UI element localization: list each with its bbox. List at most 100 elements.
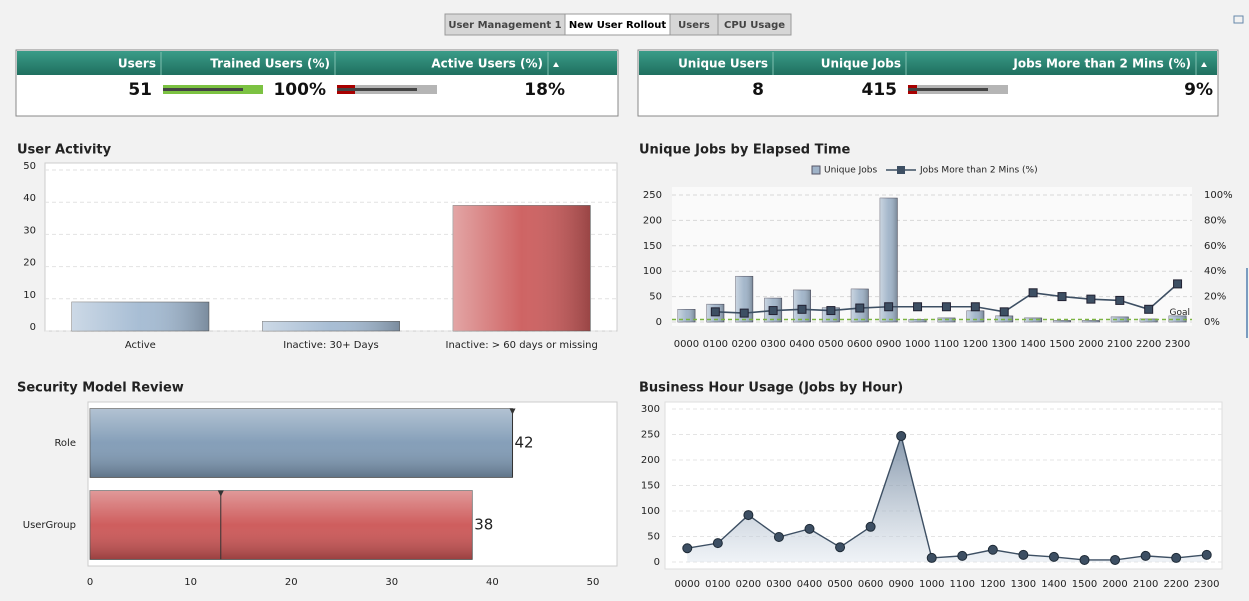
line-marker (1028, 288, 1038, 298)
y-tick-label: 100 (641, 506, 660, 517)
line-marker (896, 431, 907, 442)
x-tick-label: 1300 (1011, 579, 1036, 590)
line-marker (970, 302, 980, 312)
target-marker (217, 490, 224, 497)
bar-shine (262, 321, 400, 331)
y-tick-label: 100 (643, 266, 662, 277)
y-tick-label: 250 (641, 430, 660, 441)
x-tick-label: 0500 (827, 579, 852, 590)
line-marker (710, 307, 720, 317)
chart-title: User Activity (17, 143, 112, 158)
sort-icon[interactable] (1201, 62, 1207, 67)
x-tick-label: 0500 (818, 339, 843, 350)
bar-shine (90, 408, 513, 478)
y-tick-label: 50 (649, 292, 662, 303)
x-tick-label: 1400 (1020, 339, 1045, 350)
y-tick-label: 0 (30, 322, 36, 333)
chart-title: Business Hour Usage (Jobs by Hour) (639, 381, 903, 396)
line-marker (1171, 552, 1182, 563)
x-tick-label: 2100 (1107, 339, 1132, 350)
bar-shine (1111, 316, 1129, 322)
x-tick-label: 0400 (789, 339, 814, 350)
y-tick-label: 0 (654, 557, 660, 568)
line-marker (835, 542, 846, 553)
x-tick-label: 0200 (731, 339, 756, 350)
legend-label: Unique Jobs (824, 166, 877, 176)
line-marker (682, 543, 693, 554)
kpi-header-label: Active Users (%) (431, 57, 543, 71)
tab[interactable] (717, 13, 792, 36)
kpi-header-label: Trained Users (%) (210, 57, 330, 71)
kpi-header (639, 51, 1217, 75)
line-marker (1173, 279, 1183, 289)
sort-icon[interactable] (553, 62, 559, 67)
line-marker (1140, 550, 1151, 561)
x-tick-label: 1200 (963, 339, 988, 350)
y-tick-label: 150 (641, 481, 660, 492)
bar-shine (908, 319, 927, 322)
x-tick-label: 1000 (905, 339, 930, 350)
y2-tick-label: 40% (1204, 266, 1226, 277)
tab-label[interactable]: Users (678, 20, 710, 31)
y-tick-label: 300 (641, 404, 660, 415)
kpi-value: 100% (273, 80, 326, 100)
tab-label[interactable]: New User Rollout (569, 20, 667, 31)
kpi-value: 51 (128, 80, 152, 100)
area (687, 436, 1207, 562)
line-marker (913, 302, 923, 312)
x-tick-label: 2100 (1133, 579, 1158, 590)
data-label: 38 (474, 516, 493, 534)
x-tick-label: 2300 (1165, 339, 1190, 350)
x-tick-label: 20 (285, 577, 298, 588)
line-marker (884, 302, 894, 312)
x-tick-label: 0600 (858, 579, 883, 590)
line-marker (1086, 294, 1096, 304)
kpi-header-label: Unique Jobs (821, 57, 901, 71)
bar-shine (71, 302, 209, 331)
y-tick-label: 200 (643, 215, 662, 226)
line-marker (797, 304, 807, 314)
line-marker (826, 306, 836, 316)
y-tick-label: 50 (647, 532, 660, 543)
line-marker (1110, 554, 1121, 565)
x-tick-label: 0000 (674, 339, 699, 350)
line-marker (1018, 549, 1029, 560)
x-tick-label: 30 (385, 577, 398, 588)
bar-shine (880, 198, 898, 322)
x-tick-label: 1300 (991, 339, 1016, 350)
x-tick-label: 0400 (797, 579, 822, 590)
x-tick-label: 0600 (847, 339, 872, 350)
window-icon[interactable] (1233, 15, 1244, 24)
line-marker (1048, 551, 1059, 562)
x-tick-label: 1100 (934, 339, 959, 350)
y2-tick-label: 80% (1204, 215, 1226, 226)
x-tick-label: 2200 (1163, 579, 1188, 590)
line-marker (739, 308, 749, 318)
x-tick-label: 0100 (705, 579, 730, 590)
y2-tick-label: 20% (1204, 292, 1226, 303)
y-tick-label: 40 (23, 193, 36, 204)
y-tick-label: 30 (23, 225, 36, 236)
chart-title: Security Model Review (17, 381, 184, 396)
tab-label[interactable]: User Management 1 (448, 20, 561, 31)
y-tick-label: 20 (23, 258, 36, 269)
line-marker (1115, 295, 1125, 305)
line-marker (957, 550, 968, 561)
line-marker (865, 521, 876, 532)
x-tick-label: 50 (587, 577, 600, 588)
line-marker (1201, 549, 1212, 560)
x-tick-label: 10 (184, 577, 197, 588)
plot-panel (672, 187, 1192, 326)
x-tick-label: 0000 (675, 579, 700, 590)
y2-tick-label: 60% (1204, 241, 1226, 252)
line-marker (743, 510, 754, 521)
kpi-header-label: Jobs More than 2 Mins (%) (1012, 57, 1191, 71)
x-tick-label: 0200 (736, 579, 761, 590)
line (687, 433, 1207, 561)
line-marker (999, 307, 1009, 317)
line-marker (804, 523, 815, 534)
x-tick-label: 0900 (876, 339, 901, 350)
line-marker (773, 532, 784, 543)
tab-label[interactable]: CPU Usage (724, 20, 785, 31)
